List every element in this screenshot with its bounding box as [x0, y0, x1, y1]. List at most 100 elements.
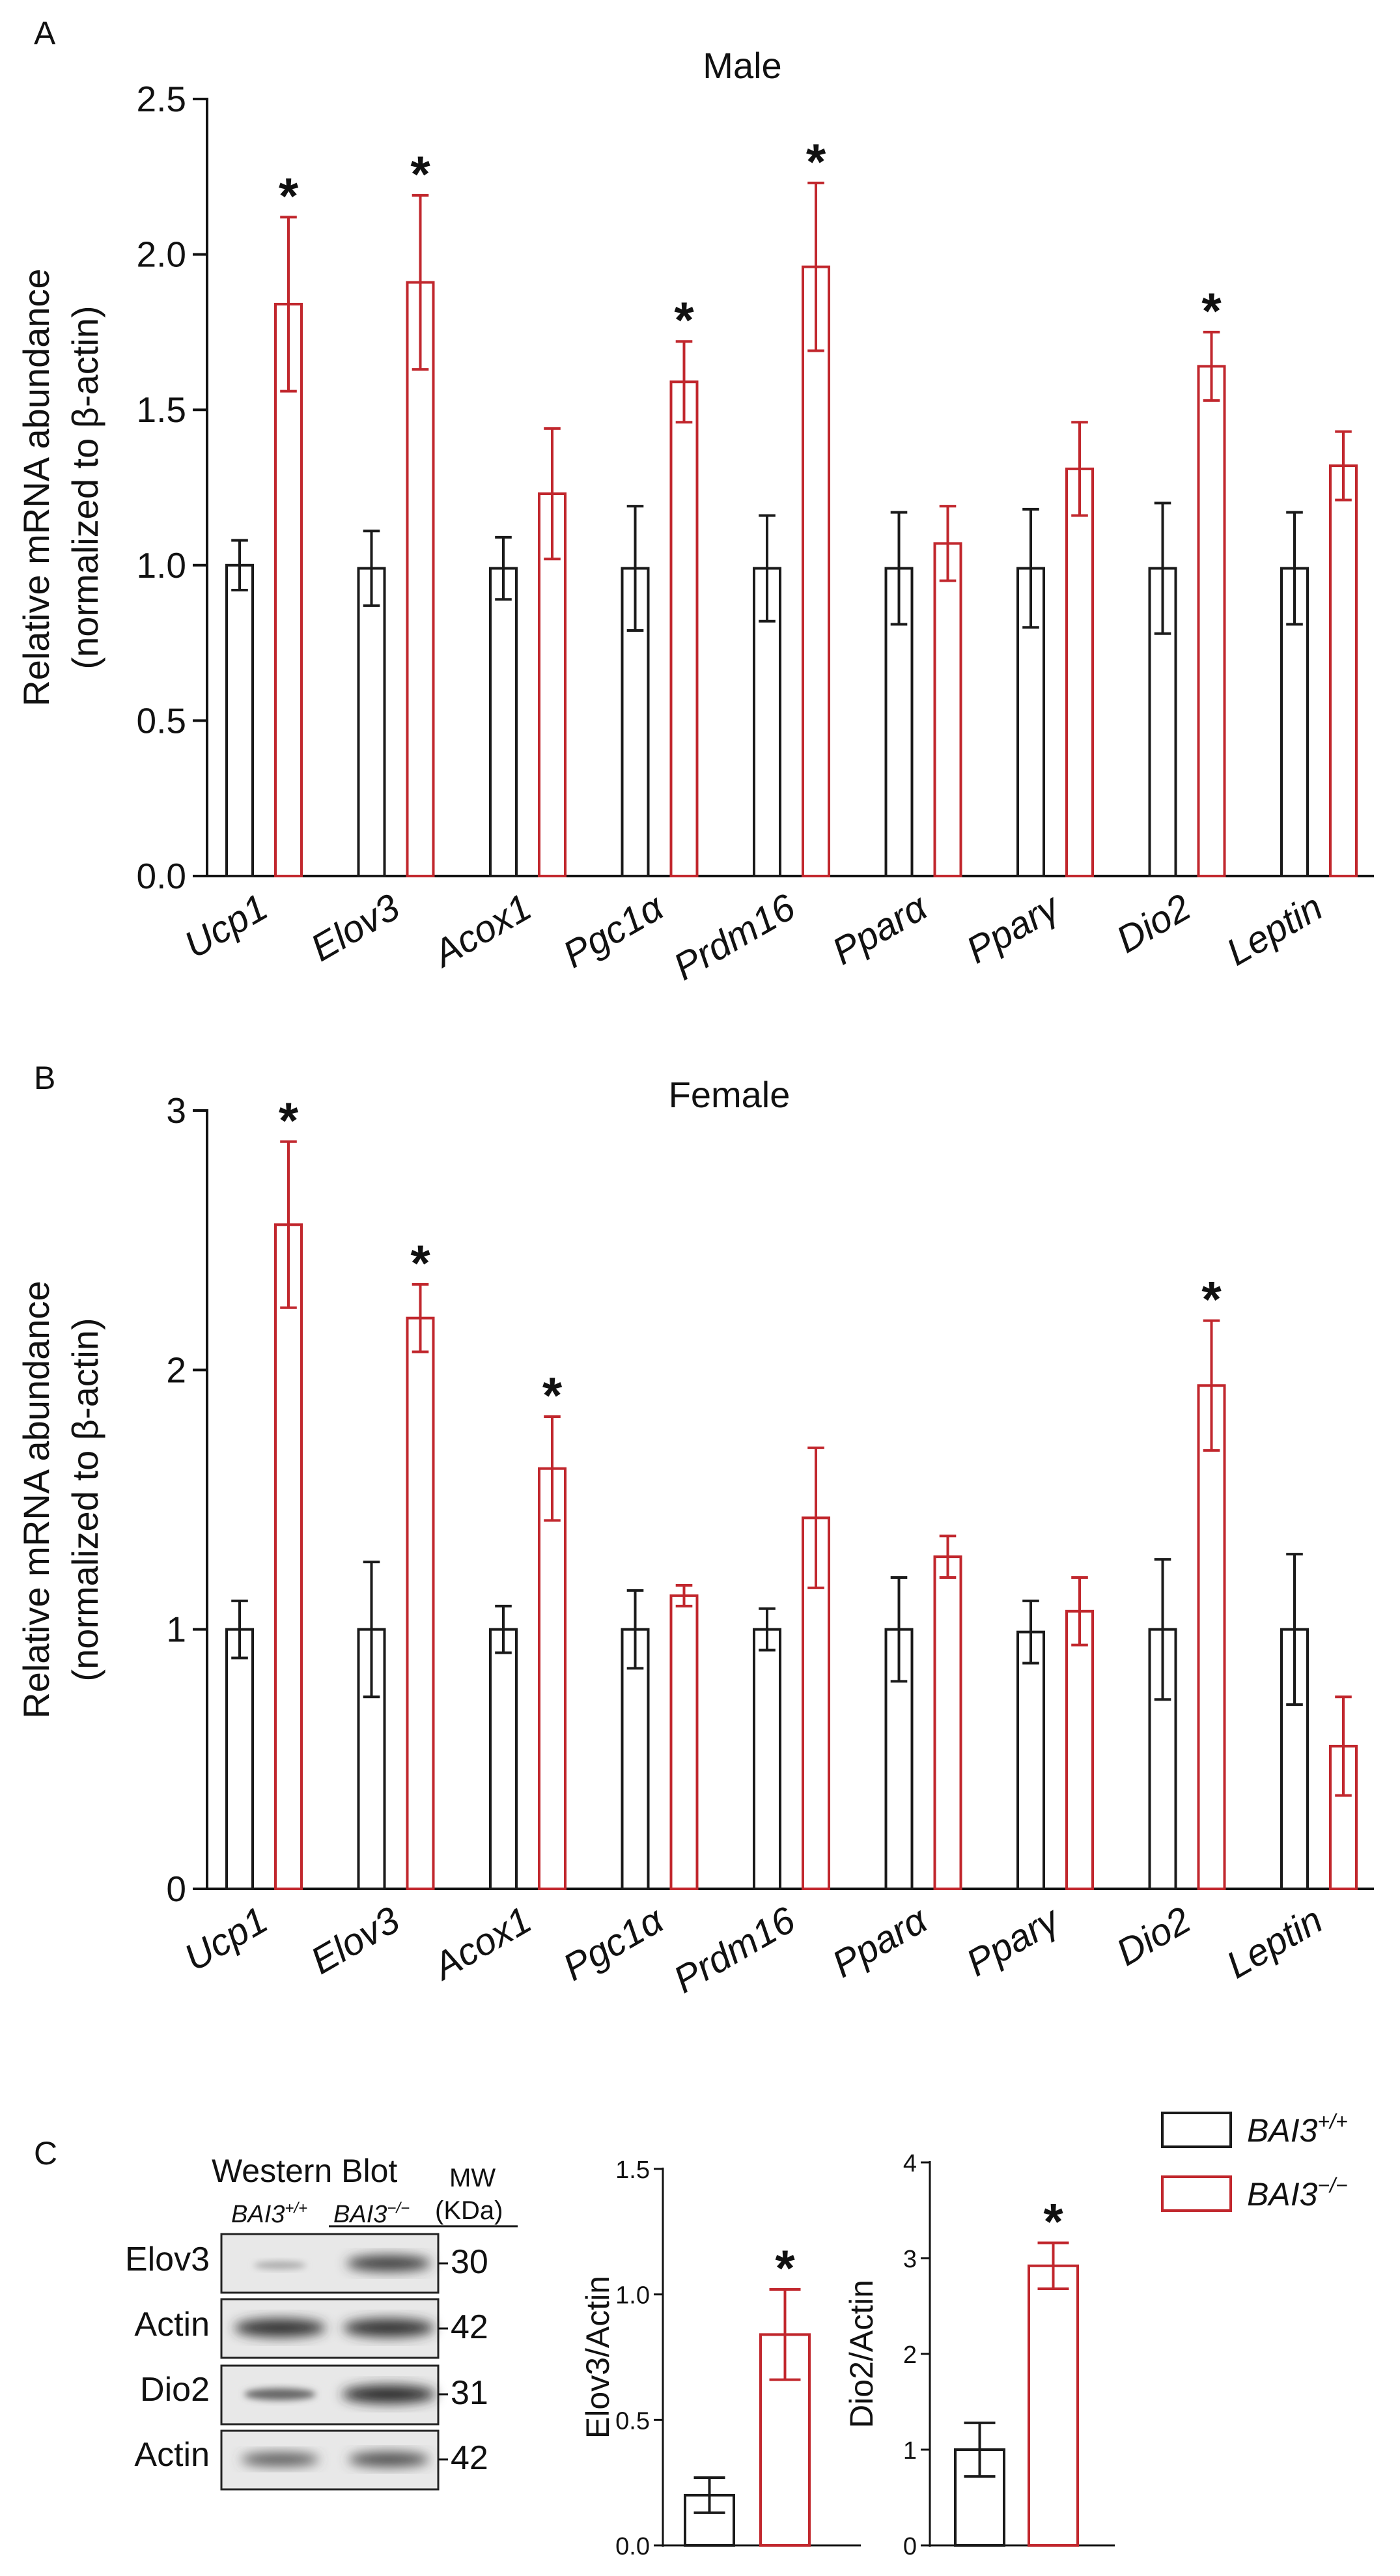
bar-ko-ppar: [933, 1555, 962, 1890]
chart-title: Male: [703, 45, 781, 86]
band-actin1-ko: [343, 2319, 434, 2337]
bar-ko-ucp1: [274, 1223, 303, 1891]
y-tick-label: 0.0: [615, 2533, 650, 2560]
y-tick-label: 3: [166, 1090, 186, 1131]
y-tick-label: 1.5: [615, 2157, 650, 2184]
significance-star: *: [1201, 1271, 1222, 1328]
bar-ko-pgc1: [669, 1594, 699, 1890]
legend-label-wt: BAI3+/+: [1247, 2110, 1348, 2149]
significance-star: *: [542, 1366, 563, 1424]
bar-ko-ppar: [933, 542, 962, 877]
y-axis-label-sub: (normalized to β-actin): [64, 1318, 105, 1681]
y-tick-label: 2: [166, 1350, 186, 1390]
male-bar-chart: 0.0 0.5 1.0 1.5 2.0 2.5 Male Relative mRNA abun…: [16, 45, 1374, 989]
legend: BAI3+/+ BAI3−/−: [1161, 2110, 1348, 2213]
bar-wt-elov3: [357, 567, 386, 878]
band-actin2-ko: [348, 2452, 429, 2467]
y-tick-label: 1.0: [137, 545, 186, 586]
mw-value-dio2: 31: [451, 2374, 488, 2412]
y-tick-label: 0.0: [137, 856, 186, 896]
bar-wt-pgc1: [621, 567, 650, 878]
y-tick-label: 0: [903, 2533, 917, 2560]
dio2-actin-chart: 0 1 2 3 4 Dio2/Actin *: [843, 2150, 1115, 2560]
bar-ko-elov3: [406, 281, 435, 878]
bar-ko-pgc1: [669, 380, 699, 877]
y-tick-label: 2: [903, 2342, 917, 2369]
significance-star: *: [806, 133, 826, 190]
bar-ko-dio2: [1197, 365, 1226, 877]
blot-label-dio2: Dio2: [140, 2371, 210, 2409]
y-tick-label: 1.5: [137, 389, 186, 430]
x-tick-label: Leptin: [1220, 1899, 1330, 1987]
legend-swatch-wt: [1161, 2112, 1232, 2148]
bar-wt-ucp1: [225, 563, 254, 877]
x-tick-label: Acox1: [425, 1899, 539, 1989]
bar-wt-acox1: [489, 567, 518, 878]
bar-bai3: [1028, 2264, 1079, 2547]
lane-label-wt: BAI3+/+: [231, 2200, 307, 2228]
bar-ko-dio2: [1197, 1384, 1226, 1891]
band-dio2-wt: [244, 2388, 316, 2400]
significance-star: *: [775, 2239, 795, 2297]
y-tick-label: 2.0: [137, 234, 186, 275]
x-tick-label: Leptin: [1220, 886, 1330, 974]
lane-label-ko: BAI3−/−: [333, 2200, 410, 2228]
significance-star: *: [279, 1092, 299, 1149]
x-tick-label: Pgc1α: [556, 1898, 671, 1989]
bar-ko-elov3: [406, 1316, 435, 1890]
x-tick-label: Pparα: [825, 885, 935, 973]
female-bar-chart: 0 1 2 3 Female Relative mRNA abundance (normal…: [16, 1074, 1374, 2002]
bar-wt-acox1: [489, 1628, 518, 1891]
significance-star: *: [674, 291, 694, 348]
bar-ko-prdm16: [802, 265, 830, 877]
x-tick-label: Pparα: [825, 1898, 935, 1986]
bar-ko-ucp1: [274, 302, 303, 877]
bar-ko-leptin: [1329, 464, 1358, 877]
significance-star: *: [1201, 282, 1222, 339]
y-tick-label: 4: [903, 2150, 917, 2177]
western-blot-title: Western Blot: [212, 2153, 397, 2189]
band-elov3-wt: [254, 2261, 306, 2269]
x-tick-label: Ucp1: [177, 886, 275, 967]
bar-ko-ppar: [1065, 467, 1094, 877]
y-axis-label: Elov3/Actin: [580, 2276, 616, 2439]
y-tick-label: 0.5: [615, 2407, 650, 2435]
western-blot: Western Blot MW (KDa) BAI3+/+ BAI3−/− El…: [125, 2153, 518, 2491]
x-tick-label: Dio2: [1110, 1899, 1198, 1974]
blot-label-actin-1: Actin: [134, 2306, 210, 2343]
x-tick-label: Pparγ: [959, 1897, 1067, 1985]
x-tick-label: Acox1: [425, 886, 539, 976]
mw-value-actin-1: 42: [451, 2308, 488, 2346]
mw-value-elov3: 30: [451, 2243, 488, 2281]
bar-wt-ppar: [1016, 1630, 1045, 1890]
panel-label-b: B: [34, 1060, 55, 1096]
significance-star: *: [1043, 2192, 1063, 2250]
y-tick-label: 3: [903, 2246, 917, 2273]
blot-label-elov3: Elov3: [125, 2241, 210, 2278]
y-tick-label: 0: [166, 1869, 186, 1909]
y-tick-label: 1: [903, 2437, 917, 2465]
y-axis-label: Dio2/Actin: [843, 2280, 880, 2428]
mw-value-actin-2: 42: [451, 2439, 488, 2477]
elov3-actin-chart: 0.0 0.5 1.0 1.5 Elov3/Actin *: [580, 2157, 861, 2560]
y-axis-label: Relative mRNA abundance: [16, 1281, 57, 1718]
panel-label-c: C: [34, 2135, 57, 2172]
x-tick-label: Elov3: [303, 886, 406, 970]
band-actin2-wt: [241, 2453, 319, 2466]
band-elov3-ko: [346, 2256, 431, 2271]
blot-label-actin-2: Actin: [134, 2436, 210, 2474]
x-tick-label: Elov3: [303, 1899, 406, 1983]
legend-swatch-ko: [1161, 2175, 1232, 2212]
bar-ko-ppar: [1065, 1609, 1094, 1891]
band-dio2-ko: [342, 2385, 436, 2403]
bar-wt-ucp1: [225, 1628, 254, 1891]
mw-unit-label: (KDa): [435, 2196, 503, 2225]
y-tick-label: 2.5: [137, 79, 186, 119]
x-tick-label: Prdm16: [667, 1899, 803, 2002]
y-axis-label-sub: (normalized to β-actin): [64, 305, 105, 669]
bar-ko-acox1: [538, 1467, 567, 1890]
legend-label-ko: BAI3−/−: [1247, 2173, 1348, 2213]
significance-star: *: [410, 1234, 430, 1292]
chart-title: Female: [669, 1074, 791, 1115]
